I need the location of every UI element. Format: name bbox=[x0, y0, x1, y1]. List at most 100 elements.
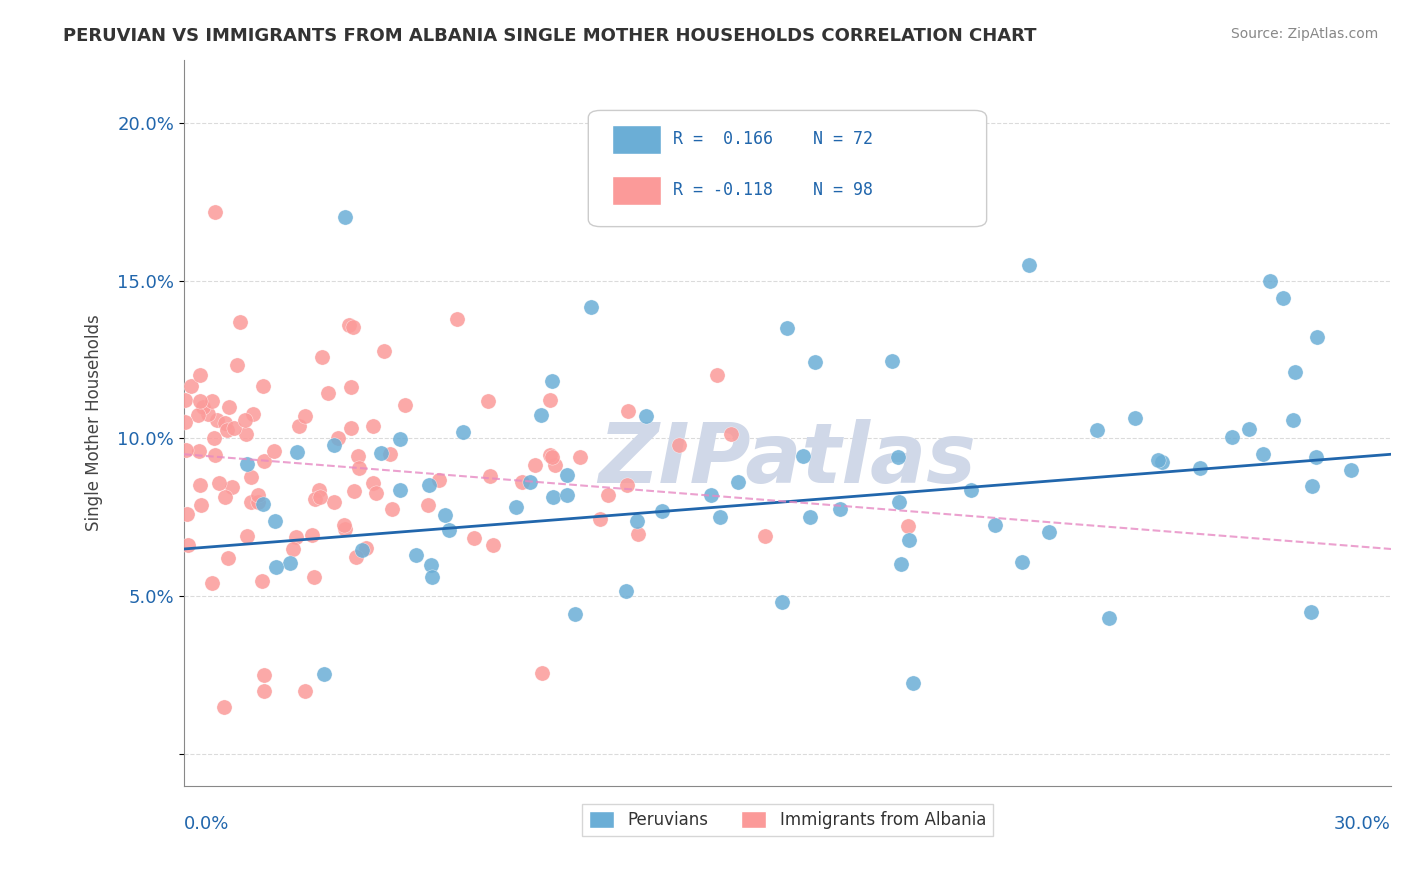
Point bbox=[437, 523, 460, 537]
Text: 30.0%: 30.0% bbox=[1334, 814, 1391, 833]
Point bbox=[304, 491, 326, 506]
Point bbox=[579, 300, 602, 314]
Point bbox=[347, 461, 370, 475]
Point bbox=[308, 483, 330, 497]
Point bbox=[651, 504, 673, 518]
Point bbox=[373, 343, 395, 358]
Point bbox=[202, 431, 225, 445]
Point bbox=[626, 514, 648, 528]
Point bbox=[394, 398, 416, 412]
Point bbox=[177, 538, 200, 552]
Point bbox=[557, 488, 579, 502]
Point bbox=[1306, 330, 1329, 344]
Point bbox=[555, 467, 578, 482]
Y-axis label: Single Mother Households: Single Mother Households bbox=[86, 314, 103, 531]
Point bbox=[190, 394, 212, 409]
Point bbox=[523, 458, 546, 472]
Point bbox=[531, 665, 554, 680]
Point bbox=[897, 533, 920, 548]
Point bbox=[312, 666, 335, 681]
Point bbox=[370, 446, 392, 460]
Point bbox=[481, 537, 503, 551]
Point bbox=[1251, 447, 1274, 461]
Point bbox=[201, 393, 224, 408]
Bar bbox=[613, 176, 661, 205]
Point bbox=[323, 438, 346, 452]
Point bbox=[890, 558, 912, 572]
Point bbox=[897, 519, 920, 533]
Bar bbox=[613, 125, 661, 154]
Point bbox=[301, 528, 323, 542]
Point bbox=[770, 595, 793, 609]
Point bbox=[304, 570, 326, 584]
Point bbox=[294, 684, 316, 698]
Point bbox=[335, 522, 357, 536]
Point bbox=[337, 318, 360, 333]
Point bbox=[226, 359, 249, 373]
Text: PERUVIAN VS IMMIGRANTS FROM ALBANIA SINGLE MOTHER HOUSEHOLDS CORRELATION CHART: PERUVIAN VS IMMIGRANTS FROM ALBANIA SING… bbox=[63, 27, 1036, 45]
Point bbox=[422, 570, 444, 584]
Point bbox=[1123, 411, 1146, 425]
Point bbox=[1340, 463, 1362, 477]
Point bbox=[180, 379, 202, 393]
Point bbox=[463, 531, 485, 545]
Point bbox=[596, 488, 619, 502]
Point bbox=[316, 386, 339, 401]
Point bbox=[253, 454, 276, 468]
Point bbox=[541, 450, 564, 464]
Point bbox=[253, 684, 276, 698]
Point bbox=[903, 675, 925, 690]
Point bbox=[1220, 430, 1243, 444]
Point bbox=[236, 457, 259, 471]
Point bbox=[510, 475, 533, 490]
Text: ZIPatlas: ZIPatlas bbox=[599, 418, 976, 500]
Point bbox=[589, 512, 612, 526]
Point bbox=[229, 315, 252, 329]
Point bbox=[343, 483, 366, 498]
Point bbox=[388, 432, 411, 446]
Point bbox=[239, 495, 262, 509]
Point bbox=[418, 478, 440, 492]
Point bbox=[340, 380, 363, 394]
Text: Source: ZipAtlas.com: Source: ZipAtlas.com bbox=[1230, 27, 1378, 41]
Point bbox=[505, 500, 527, 514]
Point bbox=[193, 400, 215, 414]
Point bbox=[217, 424, 239, 438]
Point bbox=[381, 501, 404, 516]
Point bbox=[174, 393, 197, 408]
Point bbox=[1258, 274, 1281, 288]
Point bbox=[627, 527, 650, 541]
Legend: Peruvians, Immigrants from Albania: Peruvians, Immigrants from Albania bbox=[582, 804, 993, 836]
Point bbox=[1150, 455, 1173, 469]
Point bbox=[222, 421, 245, 435]
Point bbox=[218, 400, 240, 414]
Point bbox=[246, 495, 269, 509]
Point bbox=[281, 541, 304, 556]
Point bbox=[288, 419, 311, 434]
Point bbox=[252, 497, 274, 511]
Point bbox=[214, 490, 236, 504]
Text: R = -0.118    N = 98: R = -0.118 N = 98 bbox=[673, 181, 873, 199]
Point bbox=[1018, 258, 1040, 272]
Point bbox=[1011, 555, 1033, 569]
Point bbox=[776, 211, 799, 225]
Point bbox=[700, 488, 723, 502]
Point bbox=[1237, 422, 1260, 436]
Point bbox=[446, 311, 468, 326]
Point bbox=[333, 518, 356, 533]
Point bbox=[242, 407, 264, 421]
Point bbox=[887, 450, 910, 464]
Point bbox=[380, 447, 402, 461]
Point bbox=[720, 426, 742, 441]
Point bbox=[416, 498, 439, 512]
Point bbox=[294, 409, 316, 423]
Point bbox=[433, 508, 456, 522]
Point bbox=[364, 486, 387, 500]
Point bbox=[339, 421, 361, 435]
Point bbox=[1284, 366, 1306, 380]
Point bbox=[1038, 524, 1060, 539]
Text: 0.0%: 0.0% bbox=[184, 814, 229, 833]
Point bbox=[346, 449, 368, 463]
Point bbox=[706, 368, 728, 382]
Point bbox=[363, 475, 385, 490]
